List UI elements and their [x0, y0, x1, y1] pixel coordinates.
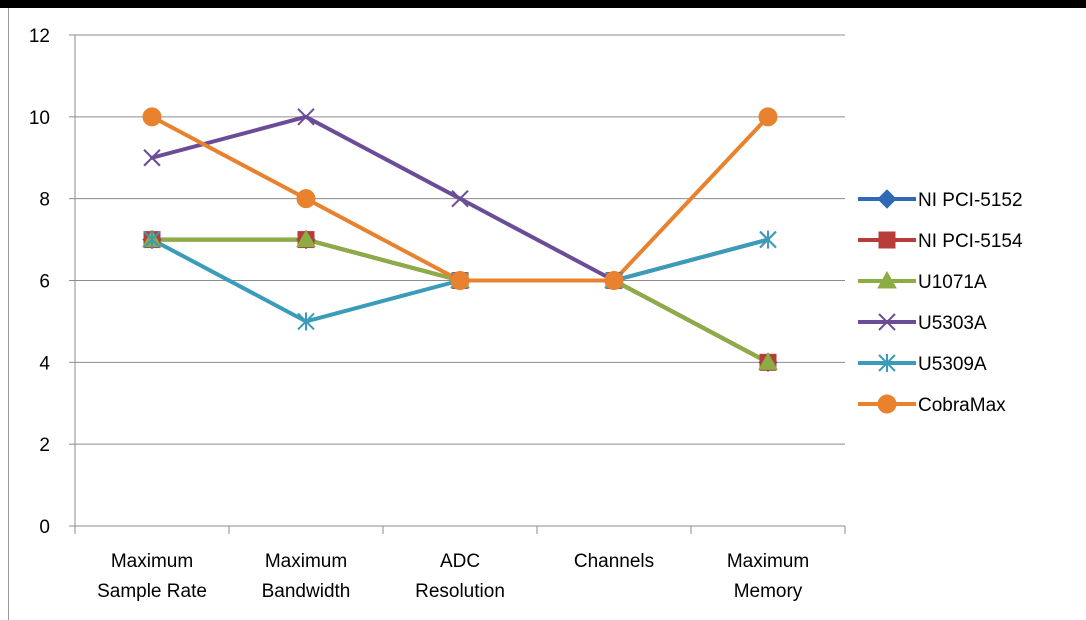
x-tick-label: Maximum	[111, 551, 193, 572]
x-tick-label: Sample Rate	[97, 581, 207, 602]
data-point-u5309a	[759, 230, 777, 249]
data-point-cobramax	[604, 271, 624, 290]
data-point-cobramax	[142, 107, 162, 127]
y-tick-label: 12	[29, 26, 50, 47]
series-markers	[142, 107, 778, 373]
x-tick-label: Maximum	[265, 551, 347, 572]
y-tick-label: 10	[29, 108, 50, 129]
x-tick-label: Memory	[734, 581, 803, 602]
legend-item-ni-pci-5152: NI PCI-5152	[858, 189, 1023, 211]
legend-marker	[877, 270, 897, 289]
legend-marker	[877, 189, 897, 209]
legend-label: NI PCI-5154	[918, 231, 1023, 252]
legend-label: U5309A	[918, 354, 987, 375]
series-lines	[150, 114, 770, 365]
data-point-u5303a	[451, 189, 469, 208]
legend-item-u5309a: U5309A	[858, 354, 987, 375]
y-axis-tick-labels: 0 2 4 6 8 10 12	[29, 26, 51, 538]
data-point-u5303a	[297, 108, 315, 126]
legend-label: U5303A	[918, 313, 987, 334]
legend-label: U1071A	[918, 272, 987, 293]
legend-marker	[877, 394, 897, 414]
legend-item-ni-pci-5154: NI PCI-5154	[858, 231, 1023, 252]
data-point-u5309a	[143, 230, 161, 249]
y-tick-label: 2	[39, 435, 50, 456]
data-point-u1071a	[296, 229, 316, 248]
data-point-cobramax	[450, 271, 470, 290]
legend-label: NI PCI-5152	[918, 190, 1023, 211]
legend-label: CobraMax	[918, 395, 1006, 416]
legend: NI PCI-5152 NI PCI-5154 U1071A U5303A U5309A…	[858, 189, 1023, 416]
x-tick-label: Channels	[574, 551, 654, 572]
data-point-u5309a	[297, 312, 315, 331]
x-tick-label: Bandwidth	[262, 581, 351, 602]
series-line-u1071a	[150, 237, 770, 365]
series-line-ni-pci-5154	[150, 237, 770, 365]
series-line-ni-pci-5152	[150, 237, 770, 365]
y-tick-label: 4	[39, 353, 50, 374]
top-border	[0, 0, 1086, 8]
y-tick-label: 8	[39, 190, 50, 211]
data-point-u5303a	[143, 149, 161, 167]
left-border	[8, 8, 9, 620]
y-tick-label: 6	[39, 272, 50, 293]
x-tick-label: ADC	[440, 551, 480, 572]
legend-item-cobramax: CobraMax	[858, 394, 1006, 416]
legend-marker	[878, 354, 896, 372]
x-tick-label: Resolution	[415, 581, 505, 602]
data-point-u1071a	[758, 352, 778, 370]
x-tick-label: Maximum	[727, 551, 809, 572]
data-point-cobramax	[296, 189, 316, 209]
axes	[69, 34, 846, 534]
legend-item-u1071a: U1071A	[858, 270, 987, 293]
data-point-cobramax	[758, 107, 778, 127]
y-tick-label: 0	[39, 517, 50, 538]
x-axis-tick-labels: Maximum Sample Rate Maximum Bandwidth ADC Res…	[97, 551, 809, 602]
legend-marker	[878, 313, 896, 331]
legend-marker	[878, 231, 896, 249]
legend-item-u5303a: U5303A	[858, 313, 987, 334]
